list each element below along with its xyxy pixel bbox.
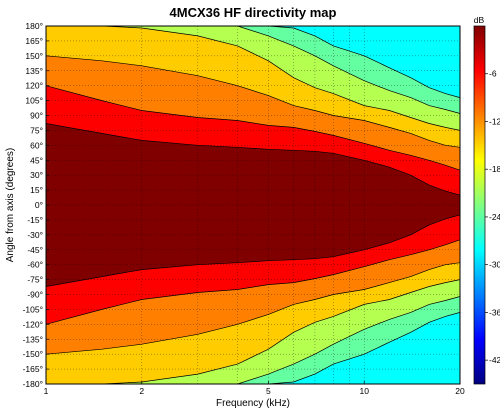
colorbar-tick-label: -36 — [489, 307, 500, 317]
y-tick-label: 15° — [30, 185, 43, 195]
colorbar-tick-label: -6 — [489, 69, 497, 79]
y-tick-label: 90° — [30, 111, 43, 121]
y-tick-label: -45° — [27, 245, 43, 255]
colorbar-tick-label: -24 — [489, 212, 500, 222]
y-tick-label: -150° — [23, 349, 43, 359]
colorbar-scale — [473, 25, 486, 385]
colorbar-unit-label: dB — [474, 15, 485, 25]
y-tick-label: 60° — [30, 140, 43, 150]
y-tick-label: 135° — [25, 66, 43, 76]
colorbar-tick-label: -30 — [489, 260, 500, 270]
x-tick-label: 1 — [44, 386, 49, 396]
y-tick-label: 0° — [35, 200, 43, 210]
y-tick-label: 120° — [25, 81, 43, 91]
y-axis-ticks: 180° 165° 150° 135° 120° 105° 90° 75° 60° 45° 30° 1… — [23, 21, 49, 389]
y-tick-label: 150° — [25, 51, 43, 61]
y-tick-label: -165° — [23, 364, 43, 374]
x-tick-label: 2 — [139, 386, 144, 396]
x-tick-label: 20 — [455, 386, 465, 396]
y-tick-label: -60° — [27, 260, 43, 270]
contour-line-upper-minus12dB_angle — [46, 25, 461, 131]
contour-line-upper-minus3dB_angle — [45, 123, 461, 196]
x-tick-label: 10 — [359, 386, 369, 396]
y-tick-label: 45° — [30, 155, 43, 165]
y-tick-label: 165° — [25, 36, 43, 46]
y-tick-label: -105° — [23, 304, 43, 314]
colorbar: -6 -12 -18 -24 -30 -36 -42 — [473, 25, 500, 385]
y-axis-label: Angle from axis (degrees) — [5, 148, 16, 263]
y-tick-label: -30° — [27, 230, 43, 240]
y-tick-label: -15° — [27, 215, 43, 225]
colorbar-tick-label: -18 — [489, 164, 500, 174]
grid-lines — [46, 26, 460, 384]
colorbar-tick-label: -42 — [489, 355, 500, 365]
y-tick-label: 75° — [30, 125, 43, 135]
y-tick-label: -180° — [23, 379, 43, 389]
contour-fills — [46, 26, 460, 384]
y-tick-label: -120° — [23, 319, 43, 329]
x-axis-label: Frequency (kHz) — [216, 398, 290, 409]
y-tick-label: -90° — [27, 290, 43, 300]
contour-line-lower-minus3dB_angle — [45, 214, 461, 287]
x-tick-label: 5 — [266, 386, 271, 396]
y-tick-label: 180° — [25, 21, 43, 31]
y-tick-label: 105° — [25, 96, 43, 106]
chart-title: 4MCX36 HF directivity map — [170, 5, 337, 20]
y-tick-label: 30° — [30, 170, 43, 180]
x-axis-ticks: 1 2 5 10 20 — [44, 381, 465, 396]
y-tick-label: -135° — [23, 334, 43, 344]
contour-line-lower-minus12dB_angle — [46, 279, 461, 385]
y-tick-label: -75° — [27, 275, 43, 285]
colorbar-tick-label: -12 — [489, 116, 500, 126]
